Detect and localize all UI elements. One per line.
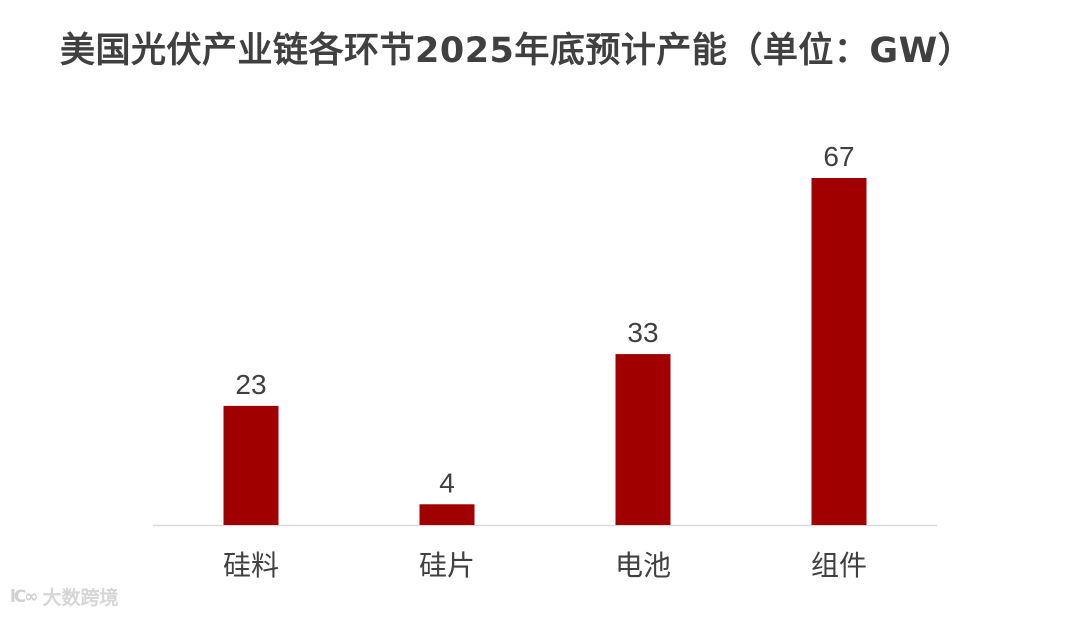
watermark-text: 大数跨境: [42, 587, 119, 609]
bars-group: [223, 178, 867, 525]
category-label-3: 组件: [811, 549, 867, 582]
value-labels-group: 23 4 33 67: [235, 141, 854, 498]
bar-3: [811, 178, 867, 525]
category-label-2: 电池: [615, 549, 671, 582]
dashuju-logo-icon: lC∞: [10, 586, 39, 607]
category-label-1: 硅片: [419, 549, 475, 582]
value-label-2: 33: [627, 317, 658, 348]
bar-1: [419, 504, 475, 525]
bar-0: [223, 405, 279, 525]
category-label-0: 硅料: [223, 549, 279, 582]
value-label-1: 4: [439, 467, 455, 498]
chart-title: 美国光伏产业链各环节2025年底预计产能（单位：GW）: [60, 31, 974, 71]
value-label-3: 67: [823, 141, 854, 172]
category-labels-group: 硅料 硅片 电池 组件: [223, 549, 867, 582]
bar-2: [615, 354, 671, 525]
watermark: lC∞ 大数跨境: [10, 583, 118, 610]
value-label-0: 23: [235, 369, 266, 400]
